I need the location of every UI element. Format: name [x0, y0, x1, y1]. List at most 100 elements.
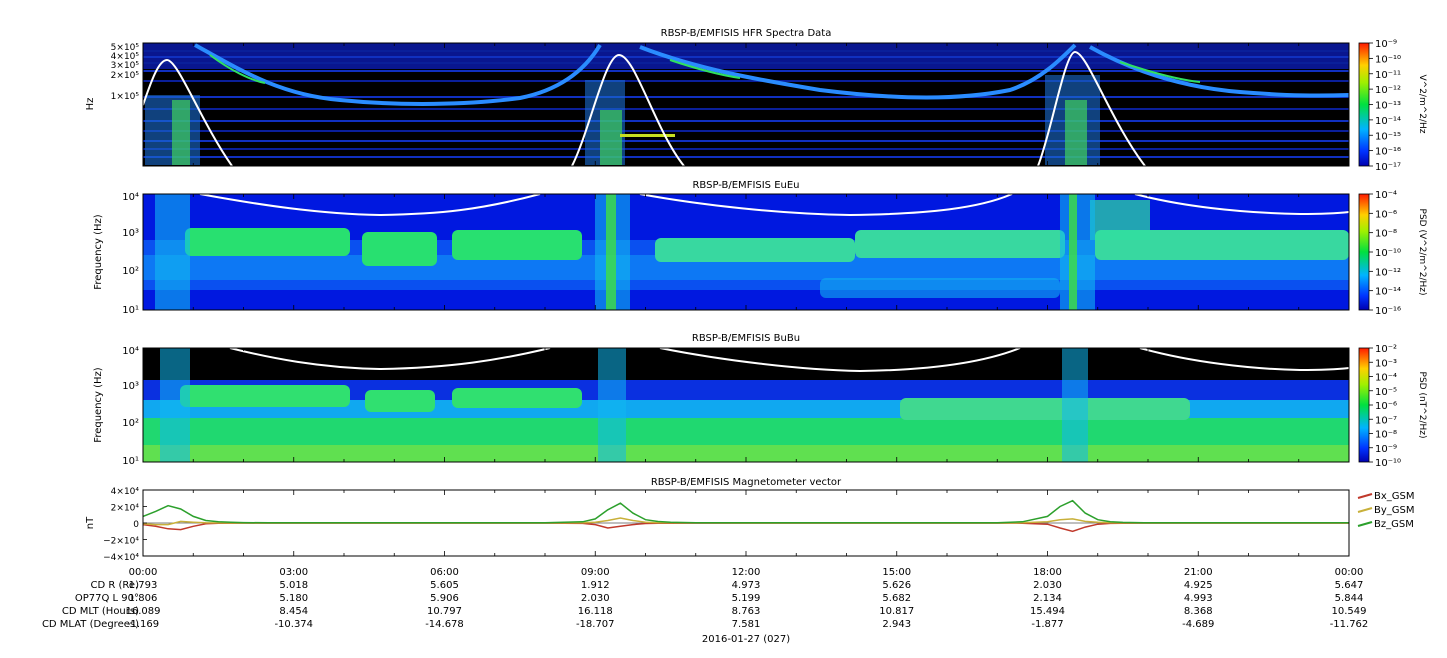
hfr-plasma-highlight-1 — [209, 54, 266, 84]
colorbar-tick-label: 10⁻¹⁰ — [1375, 54, 1401, 65]
ephem-row-label-mlat: CD MLAT (Degrees) — [42, 619, 139, 630]
eueu-white-curve-1 — [199, 194, 541, 217]
bubu-white-curve-3 — [1139, 348, 1349, 372]
hfr-stripe — [143, 80, 1349, 82]
hfr-ytick-1: 5×10⁵ — [111, 43, 140, 53]
ephem-value: 4.925 — [1184, 580, 1213, 591]
hfr-stripe — [143, 50, 1349, 52]
panel-hfr: RBSP-B/EMFISIS HFR Spectra Data Hz 5×10⁵ — [85, 28, 1427, 173]
hfr-burst-core-1 — [172, 100, 190, 165]
colorbar-tick-label: 10⁻⁵ — [1375, 387, 1397, 398]
panel-bubu-ylabel: Frequency (Hz) — [93, 367, 104, 443]
legend-label-bz: Bz_GSM — [1374, 519, 1414, 530]
eueu-colorbar — [1358, 193, 1370, 311]
ephem-value: 1.912 — [581, 580, 610, 591]
hfr-band-yellow — [620, 134, 675, 137]
x-tick-label: 03:00 — [279, 567, 308, 578]
colorbar-tick-label: 10⁻¹⁴ — [1375, 116, 1401, 127]
date-label: 2016-01-27 (027) — [702, 634, 790, 645]
eueu-lower-dark — [820, 278, 1060, 298]
ephem-row-label-r: CD R (Re) — [91, 580, 140, 591]
panel-hfr-title: RBSP-B/EMFISIS HFR Spectra Data — [661, 28, 832, 39]
ephem-value: 10.817 — [879, 606, 914, 617]
mag-ytick-label: −4×10⁴ — [103, 553, 139, 563]
ephem-value: 2.943 — [882, 619, 911, 630]
x-tick-label: 12:00 — [732, 567, 761, 578]
time-ticks — [142, 43, 1350, 556]
hfr-plasma-line-2 — [639, 43, 1077, 100]
hfr-plasma-highlight-3 — [1119, 61, 1201, 83]
panel-eueu-spectrogram — [143, 194, 1349, 310]
eueu-burst-core-3 — [1069, 194, 1077, 310]
hfr-stripe — [143, 148, 1349, 150]
colorbar-tick-label: 10⁻¹² — [1375, 85, 1401, 96]
panel-bubu-spectrogram — [143, 348, 1349, 462]
bubu-ytick-3: 10² — [122, 418, 139, 429]
mag-legend: Bx_GSM By_GSM Bz_GSM — [1357, 491, 1415, 530]
hfr-colorbar-label: V^2/m^2/Hz — [1417, 74, 1427, 133]
hfr-burst-core-3 — [1065, 100, 1087, 165]
hfr-burst-core-2 — [600, 110, 622, 165]
ephem-value: 16.089 — [126, 606, 161, 617]
panel-bubu: RBSP-B/EMFISIS BuBu Frequency (Hz) 10⁴ 1… — [93, 333, 1427, 469]
hfr-stripe — [143, 120, 1349, 122]
ephem-value: -18.707 — [576, 619, 615, 630]
bubu-colorbar-label: PSD (nT^2/Hz) — [1417, 372, 1427, 439]
x-tick-label: 18:00 — [1033, 567, 1062, 578]
hfr-stripe — [143, 62, 1349, 64]
eueu-white-curve-3 — [1134, 194, 1349, 216]
legend-label-by: By_GSM — [1374, 505, 1415, 516]
ephem-value: 5.626 — [882, 580, 911, 591]
ephem-value: -11.762 — [1330, 619, 1369, 630]
colorbar-tick-label: 10⁻¹⁷ — [1375, 162, 1401, 173]
eueu-white-curve-2 — [639, 194, 1013, 217]
ephem-value: 4.993 — [1184, 593, 1213, 604]
panel-mag-ylabel: nT — [85, 516, 96, 529]
panel-mag: RBSP-B/EMFISIS Magnetometer vector nT 4×… — [85, 477, 1415, 563]
eueu-ytick-3: 10² — [122, 266, 139, 277]
eueu-green-block-5 — [855, 230, 1065, 258]
hfr-ytick-2: 4×10⁵ — [111, 52, 140, 62]
colorbar-tick-label: 10⁻⁴ — [1375, 373, 1397, 384]
ephem-value: -1.877 — [1031, 619, 1063, 630]
hfr-stripe — [143, 130, 1349, 132]
colorbar-tick-label: 10⁻¹⁶ — [1375, 306, 1401, 317]
ephem-value: 5.682 — [882, 593, 911, 604]
mag-yticks: 4×10⁴ 2×10⁴ 0 −2×10⁴ −4×10⁴ — [103, 487, 147, 563]
ephem-value: -4.689 — [1182, 619, 1214, 630]
colorbar-tick-label: 10⁻⁸ — [1375, 229, 1397, 240]
colorbar-tick-label: 10⁻⁴ — [1375, 190, 1397, 201]
hfr-plasma-highlight-2 — [669, 59, 741, 79]
eueu-upper-cyan — [1090, 200, 1150, 240]
colorbar-tick-label: 10⁻¹⁵ — [1375, 131, 1401, 142]
colorbar-tick-label: 10⁻¹⁴ — [1375, 287, 1401, 298]
colorbar-tick-label: 10⁻⁶ — [1375, 401, 1397, 412]
mag-ytick-label: −2×10⁴ — [103, 537, 139, 547]
bubu-burst-3 — [1062, 348, 1088, 462]
bubu-green-block-3 — [452, 388, 582, 408]
ephem-value: 7.581 — [732, 619, 761, 630]
ephemeris-table: CD R (Re) OP77Q L 90° CD MLT (Hours) CD … — [42, 580, 1368, 630]
eueu-green-block-2 — [362, 232, 437, 266]
hfr-plasma-line-3 — [1089, 45, 1349, 98]
bubu-green-block-4 — [900, 398, 1190, 420]
hfr-stripe — [143, 140, 1349, 142]
legend-label-bx: Bx_GSM — [1374, 491, 1415, 502]
ephem-value: 15.494 — [1030, 606, 1065, 617]
ephem-value: 5.906 — [430, 593, 459, 604]
ephem-row-label-mlt: CD MLT (Hours) — [62, 606, 139, 617]
eueu-ytick-2: 10³ — [122, 228, 139, 239]
x-tick-label: 21:00 — [1184, 567, 1213, 578]
mag-ytick-label: 4×10⁴ — [111, 487, 140, 497]
colorbar-tick-label: 10⁻¹⁰ — [1375, 458, 1401, 469]
colorbar-tick-label: 10⁻¹² — [1375, 267, 1401, 278]
eueu-ytick-1: 10⁴ — [122, 192, 139, 203]
hfr-ytick-3: 3×10⁵ — [111, 61, 140, 71]
panel-eueu: RBSP-B/EMFISIS EuEu Frequency (Hz) 10⁴ 1… — [93, 180, 1427, 317]
eueu-green-block-6 — [1095, 230, 1349, 260]
ephem-value: 1.806 — [129, 593, 158, 604]
bubu-white-curve-1 — [229, 348, 551, 371]
colorbar-tick-label: 10⁻³ — [1375, 358, 1397, 369]
hfr-white-curve-3 — [1037, 50, 1146, 166]
panel-hfr-ylabel: Hz — [85, 98, 96, 111]
